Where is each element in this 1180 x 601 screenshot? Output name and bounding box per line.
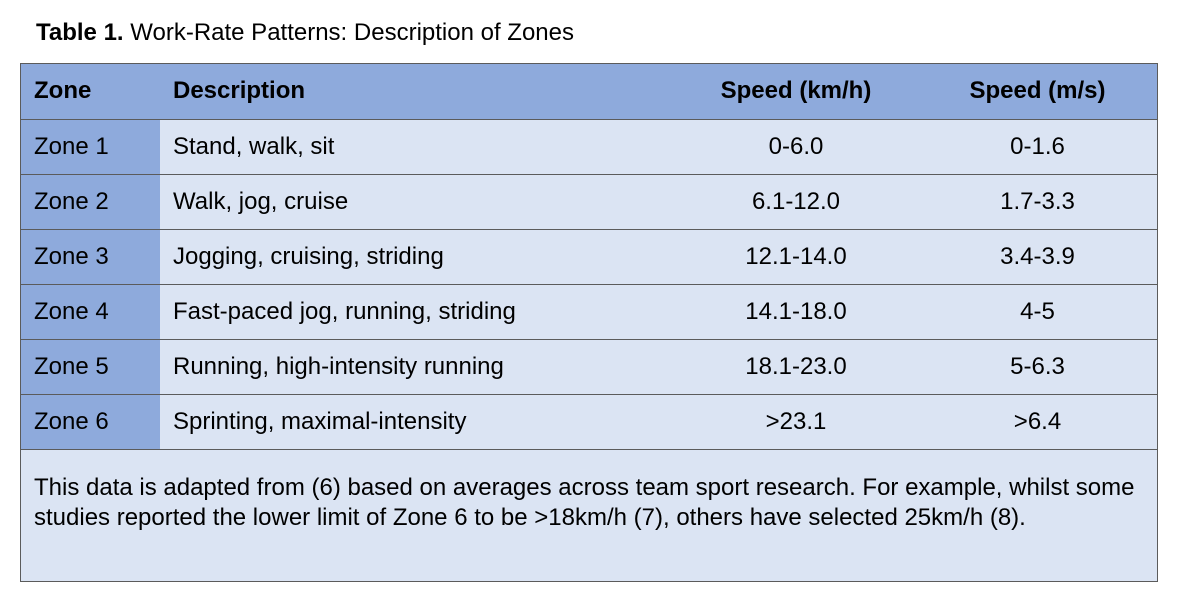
table-row: Zone 1 Stand, walk, sit 0-6.0 0-1.6 bbox=[21, 119, 1157, 175]
speed-ms-cell: 5-6.3 bbox=[918, 339, 1157, 395]
table-caption: Table 1. Work-Rate Patterns: Description… bbox=[36, 18, 574, 48]
header-description: Description bbox=[160, 64, 674, 120]
description-cell: Running, high-intensity running bbox=[160, 339, 674, 395]
zone-cell: Zone 6 bbox=[21, 394, 160, 450]
zones-table: Zone Description Speed (km/h) Speed (m/s… bbox=[21, 64, 1157, 450]
table-row: Zone 6 Sprinting, maximal-intensity >23.… bbox=[21, 394, 1157, 450]
header-zone: Zone bbox=[21, 64, 160, 120]
description-cell: Fast-paced jog, running, striding bbox=[160, 284, 674, 340]
zone-cell: Zone 4 bbox=[21, 284, 160, 340]
speed-kmh-cell: 14.1-18.0 bbox=[674, 284, 918, 340]
zones-table-container: Zone Description Speed (km/h) Speed (m/s… bbox=[20, 63, 1158, 582]
zone-cell: Zone 1 bbox=[21, 119, 160, 175]
table-row: Zone 5 Running, high-intensity running 1… bbox=[21, 339, 1157, 395]
zone-cell: Zone 2 bbox=[21, 174, 160, 230]
speed-ms-cell: 1.7-3.3 bbox=[918, 174, 1157, 230]
speed-ms-cell: >6.4 bbox=[918, 394, 1157, 450]
speed-ms-cell: 3.4-3.9 bbox=[918, 229, 1157, 285]
table-row: Zone 3 Jogging, cruising, striding 12.1-… bbox=[21, 229, 1157, 285]
table-footnote: This data is adapted from (6) based on a… bbox=[34, 473, 1135, 531]
description-cell: Walk, jog, cruise bbox=[160, 174, 674, 230]
header-speed-ms: Speed (m/s) bbox=[918, 64, 1157, 120]
zone-cell: Zone 3 bbox=[21, 229, 160, 285]
speed-kmh-cell: 0-6.0 bbox=[674, 119, 918, 175]
table-row: Zone 2 Walk, jog, cruise 6.1-12.0 1.7-3.… bbox=[21, 174, 1157, 230]
speed-kmh-cell: 6.1-12.0 bbox=[674, 174, 918, 230]
description-cell: Sprinting, maximal-intensity bbox=[160, 394, 674, 450]
description-cell: Stand, walk, sit bbox=[160, 119, 674, 175]
table-header-row: Zone Description Speed (km/h) Speed (m/s… bbox=[21, 64, 1157, 120]
table-row: Zone 4 Fast-paced jog, running, striding… bbox=[21, 284, 1157, 340]
table-caption-title: Work-Rate Patterns: Description of Zones bbox=[130, 19, 574, 46]
description-cell: Jogging, cruising, striding bbox=[160, 229, 674, 285]
speed-kmh-cell: 12.1-14.0 bbox=[674, 229, 918, 285]
header-speed-kmh: Speed (km/h) bbox=[674, 64, 918, 120]
speed-kmh-cell: >23.1 bbox=[674, 394, 918, 450]
table-caption-label: Table 1. bbox=[36, 19, 124, 46]
speed-kmh-cell: 18.1-23.0 bbox=[674, 339, 918, 395]
speed-ms-cell: 4-5 bbox=[918, 284, 1157, 340]
speed-ms-cell: 0-1.6 bbox=[918, 119, 1157, 175]
zone-cell: Zone 5 bbox=[21, 339, 160, 395]
